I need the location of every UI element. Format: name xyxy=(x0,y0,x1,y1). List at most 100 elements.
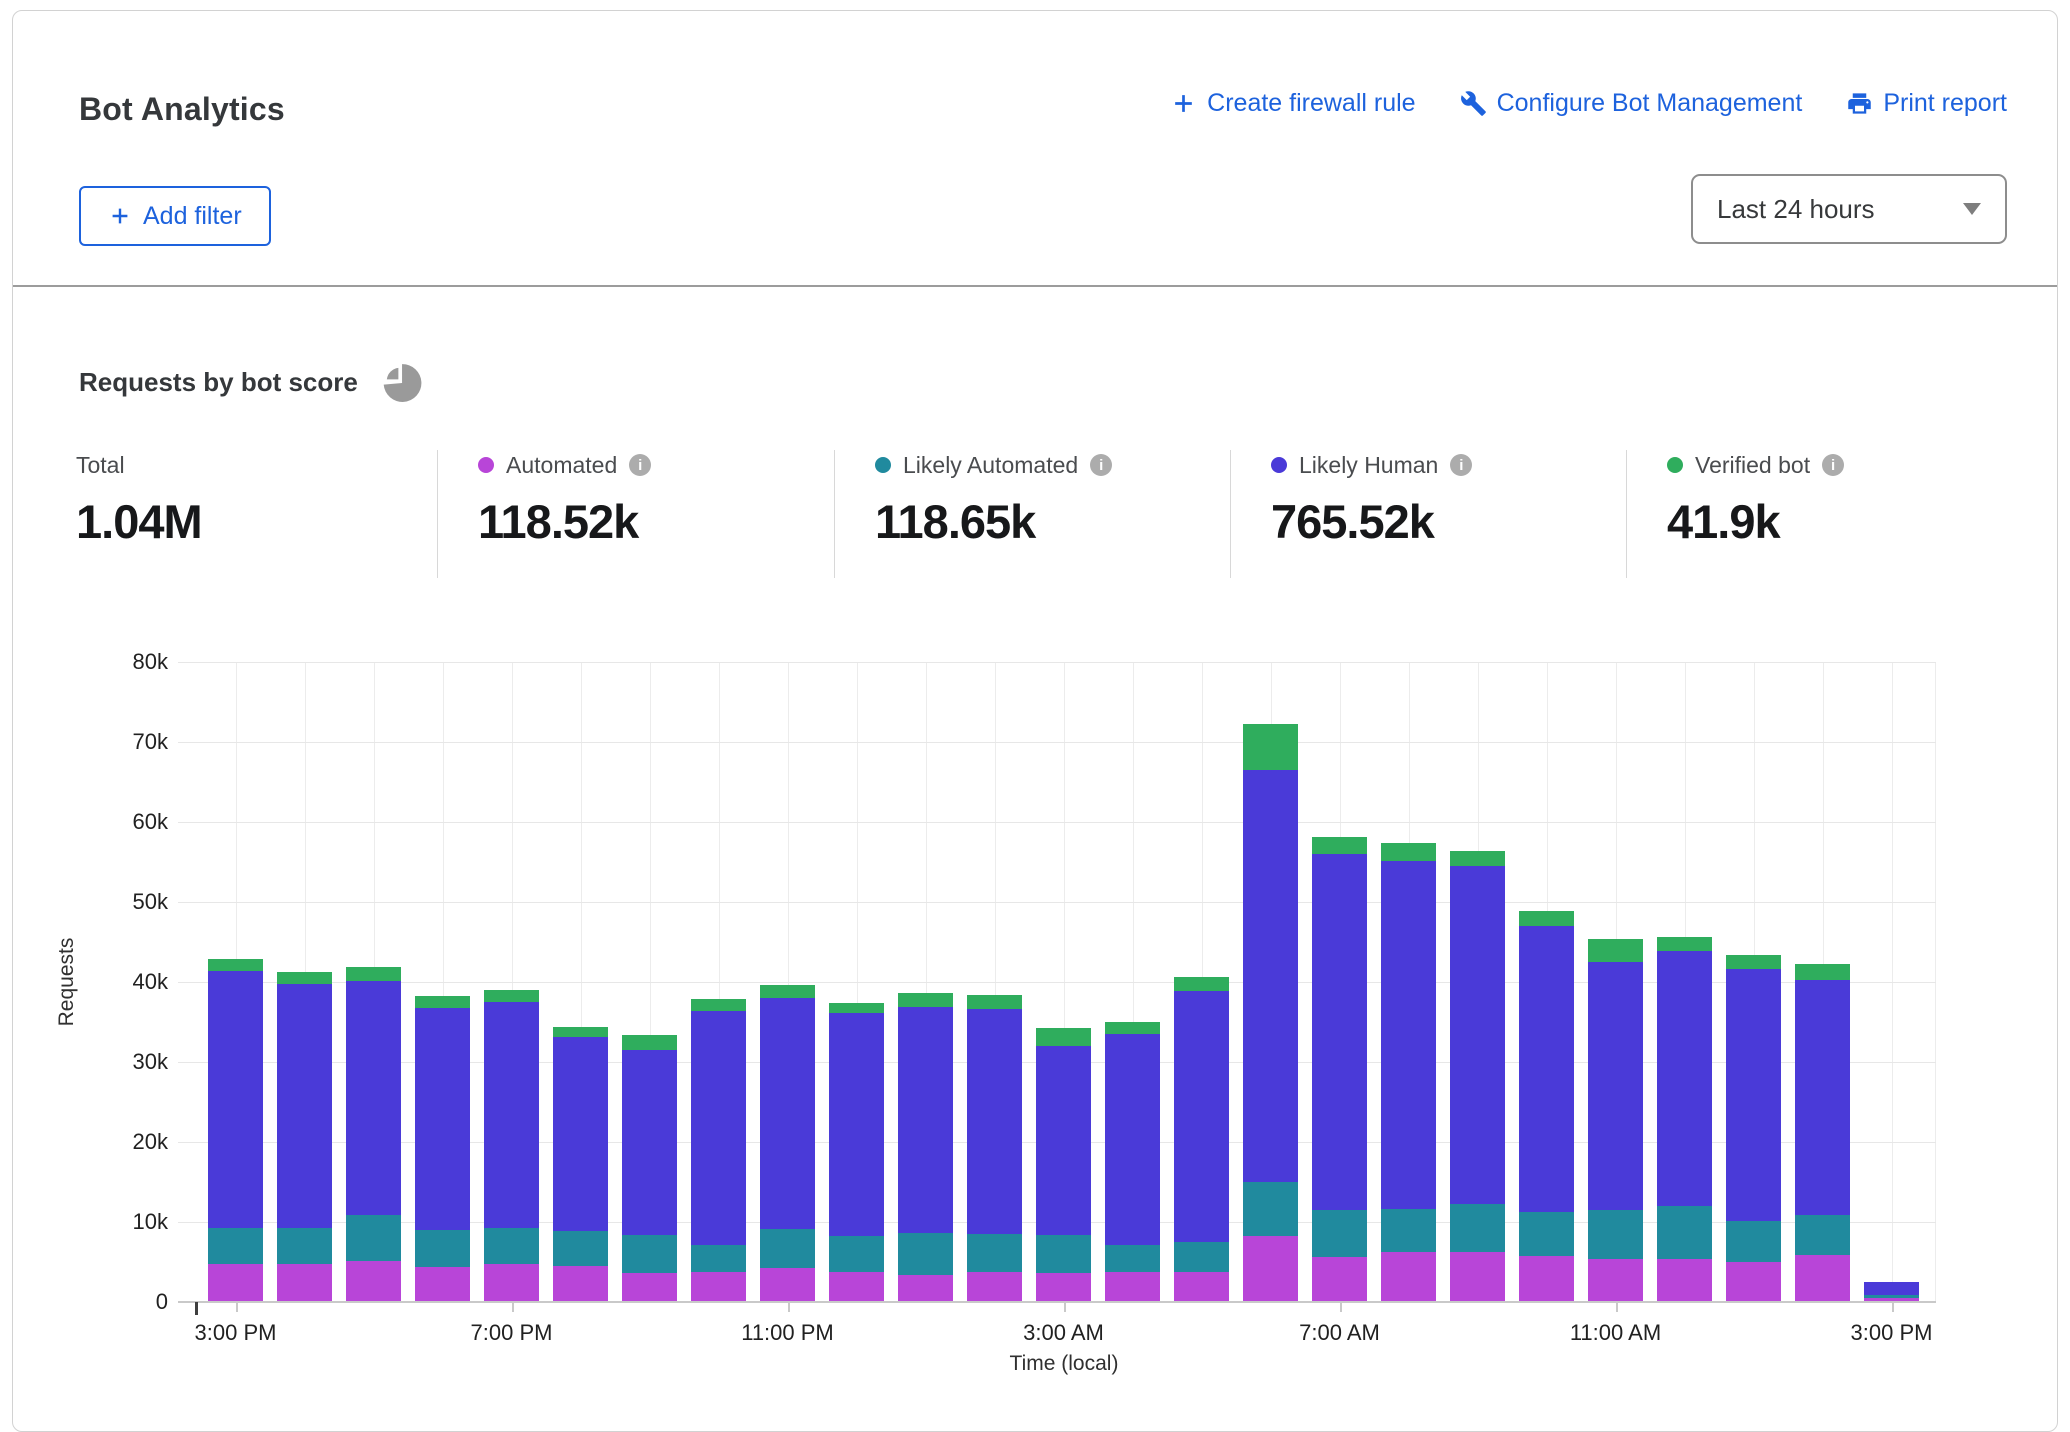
bar-segment-likely-human[interactable] xyxy=(1450,866,1505,1204)
bar-segment-verified-bot[interactable] xyxy=(1312,837,1367,854)
bar-segment-likely-human[interactable] xyxy=(1312,854,1367,1210)
info-icon[interactable]: i xyxy=(1090,454,1112,476)
bar-segment-verified-bot[interactable] xyxy=(967,995,1022,1009)
action-print-report[interactable]: Print report xyxy=(1846,89,2007,118)
bar-segment-likely-automated[interactable] xyxy=(1243,1182,1298,1236)
bar-segment-likely-human[interactable] xyxy=(1588,962,1643,1210)
bar-segment-verified-bot[interactable] xyxy=(277,972,332,984)
bar-segment-likely-human[interactable] xyxy=(1105,1034,1160,1245)
bar-segment-likely-automated[interactable] xyxy=(484,1228,539,1264)
bar-segment-likely-human[interactable] xyxy=(1174,991,1229,1242)
bar-segment-automated[interactable] xyxy=(967,1272,1022,1302)
bar-segment-verified-bot[interactable] xyxy=(760,985,815,998)
bar-segment-likely-automated[interactable] xyxy=(1381,1209,1436,1252)
bar-segment-automated[interactable] xyxy=(1519,1256,1574,1302)
bar-segment-automated[interactable] xyxy=(277,1264,332,1302)
bar-segment-automated[interactable] xyxy=(760,1268,815,1302)
bar-segment-likely-human[interactable] xyxy=(1726,969,1781,1221)
bar-segment-automated[interactable] xyxy=(484,1264,539,1302)
bar-segment-automated[interactable] xyxy=(1243,1236,1298,1302)
bar-segment-likely-human[interactable] xyxy=(208,971,263,1228)
bar-segment-verified-bot[interactable] xyxy=(1243,724,1298,770)
bar-segment-likely-human[interactable] xyxy=(1657,951,1712,1206)
bar-segment-automated[interactable] xyxy=(1036,1273,1091,1302)
bar-segment-verified-bot[interactable] xyxy=(484,990,539,1002)
bar-segment-verified-bot[interactable] xyxy=(208,959,263,971)
bar-segment-likely-human[interactable] xyxy=(760,998,815,1229)
bar-segment-automated[interactable] xyxy=(1450,1252,1505,1302)
bar-segment-verified-bot[interactable] xyxy=(829,1003,884,1013)
bar-segment-verified-bot[interactable] xyxy=(1036,1028,1091,1046)
bar-segment-verified-bot[interactable] xyxy=(415,996,470,1008)
bar-segment-likely-automated[interactable] xyxy=(898,1233,953,1275)
bar-segment-verified-bot[interactable] xyxy=(1450,851,1505,866)
bar-segment-automated[interactable] xyxy=(622,1273,677,1302)
bar-segment-automated[interactable] xyxy=(829,1272,884,1302)
info-icon[interactable]: i xyxy=(1450,454,1472,476)
bar-segment-likely-human[interactable] xyxy=(553,1037,608,1231)
bar-segment-verified-bot[interactable] xyxy=(1519,911,1574,926)
info-icon[interactable]: i xyxy=(1822,454,1844,476)
bar-segment-verified-bot[interactable] xyxy=(1381,843,1436,861)
bar-segment-likely-human[interactable] xyxy=(1036,1046,1091,1235)
bar-segment-likely-automated[interactable] xyxy=(1036,1235,1091,1273)
bar-segment-likely-human[interactable] xyxy=(484,1002,539,1228)
info-icon[interactable]: i xyxy=(629,454,651,476)
bar-segment-likely-human[interactable] xyxy=(415,1008,470,1230)
bar-segment-likely-automated[interactable] xyxy=(1105,1245,1160,1272)
bar-segment-likely-automated[interactable] xyxy=(1795,1215,1850,1255)
bar-segment-automated[interactable] xyxy=(898,1275,953,1302)
bar-segment-verified-bot[interactable] xyxy=(1726,955,1781,969)
bar-segment-likely-automated[interactable] xyxy=(1657,1206,1712,1259)
bar-segment-likely-human[interactable] xyxy=(346,981,401,1215)
bar-segment-automated[interactable] xyxy=(1105,1272,1160,1302)
action-create-firewall-rule[interactable]: Create firewall rule xyxy=(1170,89,1415,118)
bar-segment-likely-automated[interactable] xyxy=(415,1230,470,1267)
bar-segment-automated[interactable] xyxy=(691,1272,746,1302)
bar-segment-automated[interactable] xyxy=(1657,1259,1712,1302)
bar-segment-automated[interactable] xyxy=(1588,1259,1643,1302)
bar-segment-automated[interactable] xyxy=(1174,1272,1229,1302)
bar-segment-automated[interactable] xyxy=(1864,1298,1919,1302)
bar-segment-automated[interactable] xyxy=(553,1266,608,1302)
bar-segment-verified-bot[interactable] xyxy=(1105,1022,1160,1034)
bar-segment-likely-human[interactable] xyxy=(1381,861,1436,1209)
bar-segment-likely-human[interactable] xyxy=(1864,1282,1919,1295)
bar-segment-automated[interactable] xyxy=(346,1261,401,1302)
bar-segment-likely-automated[interactable] xyxy=(1726,1221,1781,1262)
bar-segment-verified-bot[interactable] xyxy=(691,999,746,1011)
bar-segment-likely-automated[interactable] xyxy=(346,1215,401,1261)
bar-segment-likely-human[interactable] xyxy=(829,1013,884,1236)
bar-segment-likely-automated[interactable] xyxy=(277,1228,332,1264)
bar-segment-likely-automated[interactable] xyxy=(1519,1212,1574,1256)
bar-segment-likely-automated[interactable] xyxy=(1588,1210,1643,1259)
bar-segment-verified-bot[interactable] xyxy=(1588,939,1643,962)
bar-segment-likely-human[interactable] xyxy=(691,1011,746,1245)
bar-segment-likely-human[interactable] xyxy=(1519,926,1574,1212)
bar-segment-likely-automated[interactable] xyxy=(622,1235,677,1273)
bar-segment-likely-human[interactable] xyxy=(967,1009,1022,1234)
bar-segment-likely-automated[interactable] xyxy=(1450,1204,1505,1252)
bar-segment-likely-human[interactable] xyxy=(1243,770,1298,1182)
bar-segment-likely-automated[interactable] xyxy=(760,1229,815,1268)
bar-segment-automated[interactable] xyxy=(1795,1255,1850,1302)
bar-segment-verified-bot[interactable] xyxy=(622,1035,677,1050)
bar-segment-automated[interactable] xyxy=(1312,1257,1367,1302)
bar-segment-likely-automated[interactable] xyxy=(967,1234,1022,1272)
bar-segment-likely-automated[interactable] xyxy=(691,1245,746,1272)
bar-segment-verified-bot[interactable] xyxy=(1795,964,1850,980)
bar-segment-likely-automated[interactable] xyxy=(208,1228,263,1264)
bar-segment-automated[interactable] xyxy=(415,1267,470,1302)
bar-segment-likely-human[interactable] xyxy=(898,1007,953,1233)
bar-segment-verified-bot[interactable] xyxy=(1174,977,1229,991)
bar-segment-automated[interactable] xyxy=(208,1264,263,1302)
bar-segment-likely-human[interactable] xyxy=(1795,980,1850,1215)
bar-segment-likely-human[interactable] xyxy=(622,1050,677,1235)
bar-segment-likely-automated[interactable] xyxy=(1312,1210,1367,1257)
bar-segment-verified-bot[interactable] xyxy=(346,967,401,981)
bar-segment-automated[interactable] xyxy=(1381,1252,1436,1302)
bar-segment-likely-automated[interactable] xyxy=(1864,1295,1919,1298)
bar-segment-likely-automated[interactable] xyxy=(1174,1242,1229,1272)
action-configure-bot-management[interactable]: Configure Bot Management xyxy=(1460,89,1803,118)
bar-segment-automated[interactable] xyxy=(1726,1262,1781,1302)
